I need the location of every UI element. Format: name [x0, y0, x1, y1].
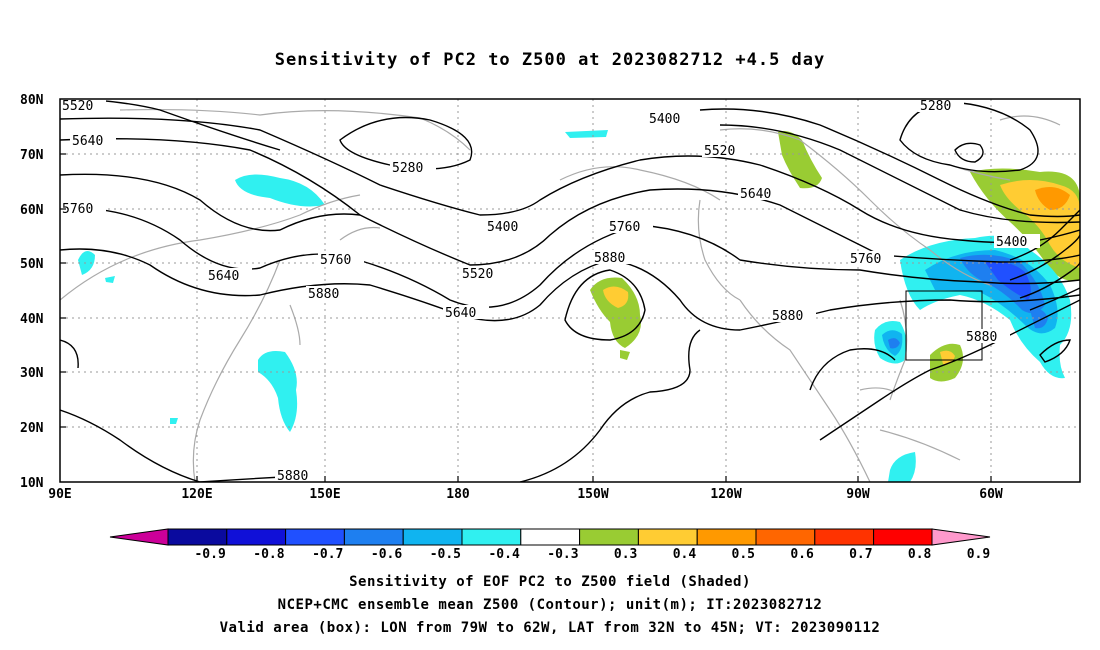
lat-label: 60N [20, 203, 44, 218]
colorbar-tick-label: 0.5 [732, 547, 755, 562]
lat-label: 70N [20, 148, 44, 163]
contour-label: 5760 [62, 202, 93, 217]
caption-line-1: Sensitivity of EOF PC2 to Z500 field (Sh… [349, 574, 751, 590]
lon-label: 60W [979, 487, 1003, 502]
colorbar-segment [873, 528, 933, 546]
lon-label: 150W [577, 487, 608, 502]
lon-label: 180 [446, 487, 470, 502]
colorbar-tick-label: -0.8 [253, 547, 284, 562]
lat-label: 80N [20, 93, 44, 108]
shaded-areas [78, 130, 1080, 482]
colorbar-tick-label: -0.5 [430, 547, 461, 562]
contour-label: 5640 [208, 269, 239, 284]
gridlines [60, 99, 1080, 482]
contour-label: 5400 [487, 220, 518, 235]
colorbar-segment [520, 528, 581, 546]
colorbar-segment [579, 528, 639, 546]
lon-label: 90E [48, 487, 71, 502]
colorbar-tick-label: 0.6 [790, 547, 814, 562]
colorbar-tick-label: 0.3 [614, 547, 637, 562]
contour-label: 5760 [850, 252, 881, 267]
latitude-labels: 80N 70N 60N 50N 40N 30N 20N 10N [20, 93, 44, 491]
contour-label: 5520 [704, 144, 735, 159]
map-title: Sensitivity of PC2 to Z500 at 2023082712… [274, 50, 826, 70]
colorbar-segment [814, 528, 875, 546]
colorbar-segment [402, 528, 463, 546]
contour-label: 5400 [649, 112, 680, 127]
lat-label: 20N [20, 421, 44, 436]
colorbar-segment [167, 528, 228, 546]
colorbar-tick-label: 0.9 [967, 547, 990, 562]
contour-label: 5640 [72, 134, 103, 149]
colorbar-segment [637, 528, 698, 546]
colorbar-right-arrow [931, 528, 991, 546]
contour-label: 5640 [740, 187, 771, 202]
caption-line-3: Valid area (box): LON from 79W to 62W, L… [219, 620, 881, 636]
colorbar-segment [226, 528, 287, 546]
colorbar-segment [285, 528, 345, 546]
colorbar: -0.9 -0.8 -0.7 -0.6 -0.5 -0.4 -0.3 0.3 0.4 0.5 0.6… [109, 528, 991, 562]
colorbar-tick-label: -0.6 [371, 547, 402, 562]
colorbar-left-arrow [109, 528, 169, 546]
contour-label: 5880 [966, 330, 997, 345]
lat-label: 30N [20, 366, 44, 381]
lon-label: 150E [309, 487, 340, 502]
lat-label: 10N [20, 476, 44, 491]
contour-label: 5400 [996, 235, 1027, 250]
colorbar-tick-label: -0.7 [312, 547, 343, 562]
contour-label: 5280 [392, 161, 423, 176]
colorbar-tick-label: 0.8 [908, 547, 932, 562]
colorbar-segment [755, 528, 816, 546]
caption-line-2: NCEP+CMC ensemble mean Z500 (Contour); u… [277, 597, 823, 613]
axis-ticks [60, 153, 992, 482]
contour-label: 5760 [609, 220, 640, 235]
colorbar-tick-label: 0.7 [849, 547, 872, 562]
contour-label: 5880 [277, 469, 308, 484]
contour-label: 5880 [308, 287, 339, 302]
colorbar-tick-label: -0.3 [547, 547, 578, 562]
colorbar-tick-label: 0.4 [673, 547, 697, 562]
colorbar-segment [343, 528, 404, 546]
lat-label: 50N [20, 257, 44, 272]
colorbar-tick-label: -0.9 [194, 547, 225, 562]
lon-label: 120E [181, 487, 212, 502]
contour-label: 5880 [772, 309, 803, 324]
contour-label: 5760 [320, 253, 351, 268]
colorbar-segment [461, 528, 522, 546]
map-frame [59, 98, 1081, 483]
lat-label: 40N [20, 312, 44, 327]
contour-labels: 5520 5640 5760 5280 5400 5520 5640 5280 … [60, 98, 1040, 484]
contour-label: 5520 [462, 267, 493, 282]
contour-label: 5640 [445, 306, 476, 321]
valid-area-box [905, 290, 983, 361]
colorbar-tick-label: -0.4 [488, 547, 519, 562]
contour-label: 5880 [594, 251, 625, 266]
lon-label: 120W [710, 487, 741, 502]
contour-label: 5520 [62, 99, 93, 114]
longitude-labels: 90E 120E 150E 180 150W 120W 90W 60W [48, 487, 1003, 502]
colorbar-segment [696, 528, 757, 546]
lon-label: 90W [846, 487, 870, 502]
contour-label: 5280 [920, 99, 951, 114]
